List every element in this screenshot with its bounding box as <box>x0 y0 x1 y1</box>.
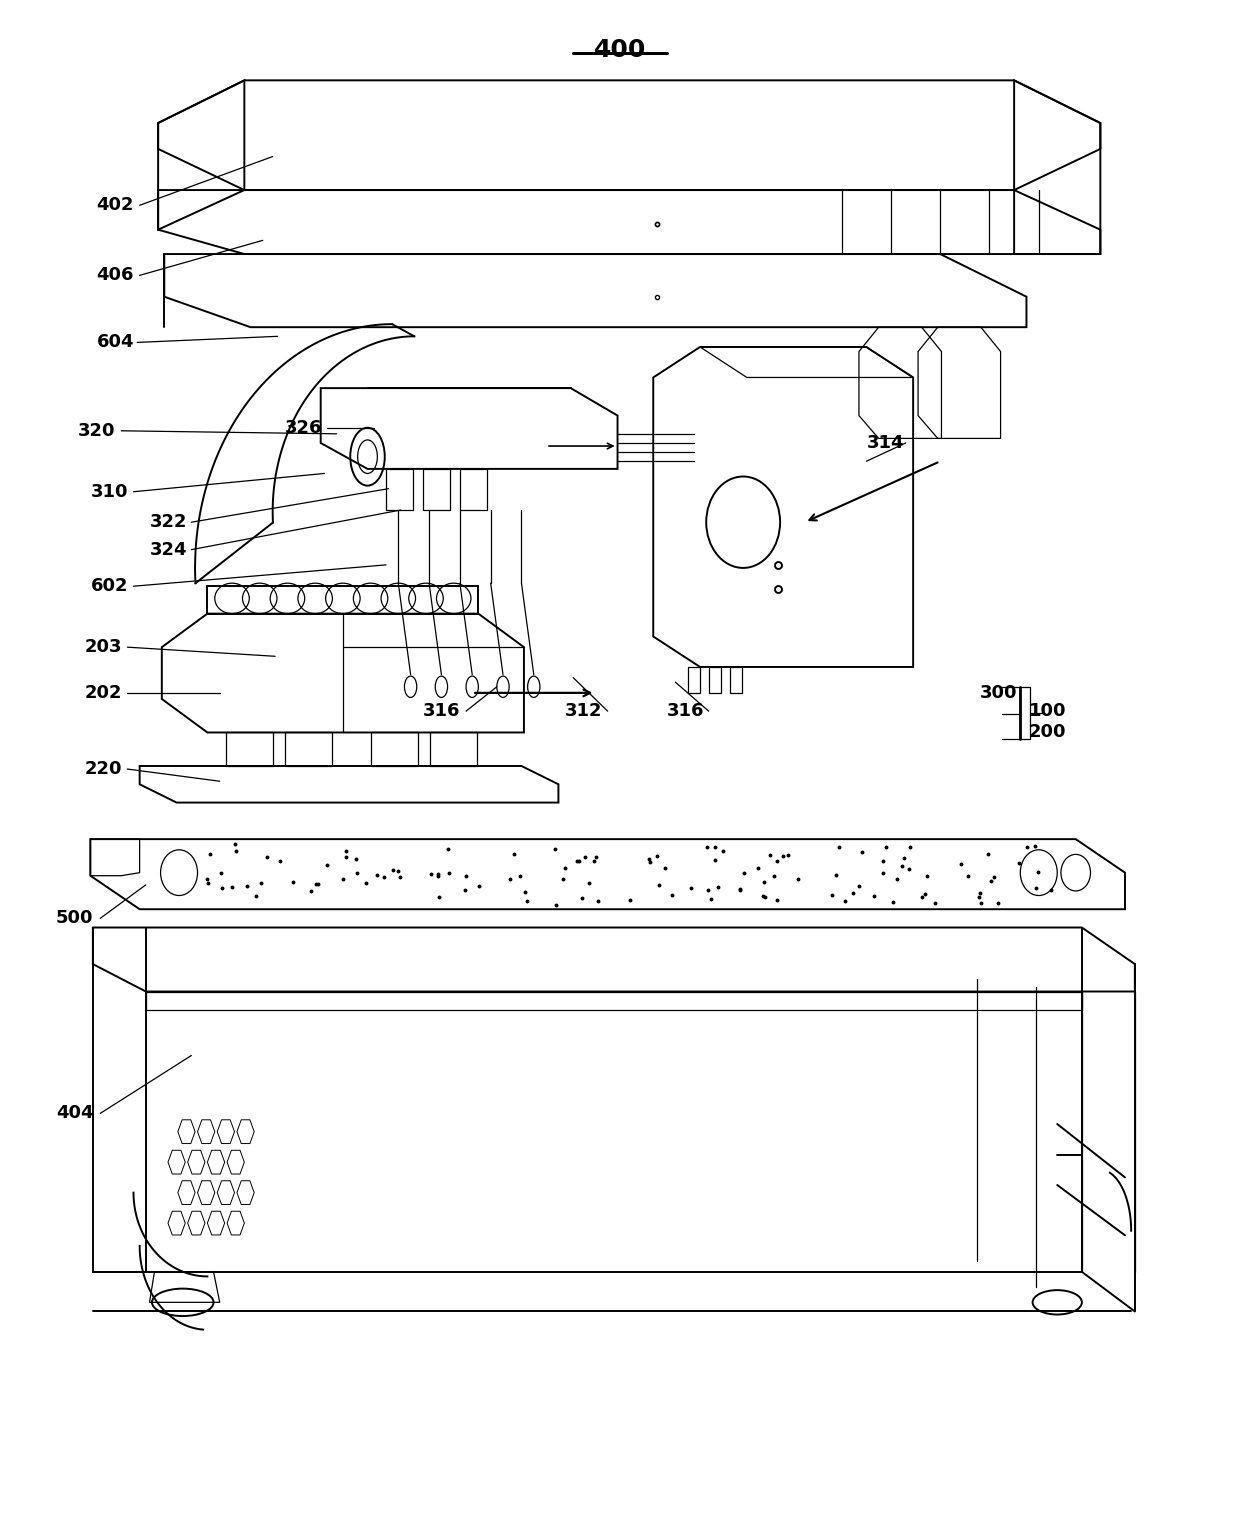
Text: 316: 316 <box>667 702 704 720</box>
Text: 604: 604 <box>97 334 134 351</box>
Text: 404: 404 <box>56 1105 93 1123</box>
Text: 220: 220 <box>84 760 122 778</box>
Text: 406: 406 <box>97 267 134 285</box>
Text: 326: 326 <box>285 418 322 437</box>
Text: 300: 300 <box>980 683 1017 702</box>
Text: 324: 324 <box>150 541 187 559</box>
Text: 314: 314 <box>867 434 904 452</box>
Text: 316: 316 <box>423 702 460 720</box>
Text: 402: 402 <box>97 196 134 214</box>
Text: 100: 100 <box>1029 702 1066 720</box>
Text: 200: 200 <box>1029 723 1066 741</box>
Text: 202: 202 <box>84 683 122 702</box>
Text: 310: 310 <box>91 483 128 501</box>
Text: 400: 400 <box>594 38 646 61</box>
Text: 203: 203 <box>84 639 122 656</box>
Text: 500: 500 <box>56 910 93 927</box>
Text: 320: 320 <box>78 421 115 440</box>
Text: 312: 312 <box>564 702 603 720</box>
Text: 602: 602 <box>91 578 128 596</box>
Text: 322: 322 <box>150 513 187 532</box>
